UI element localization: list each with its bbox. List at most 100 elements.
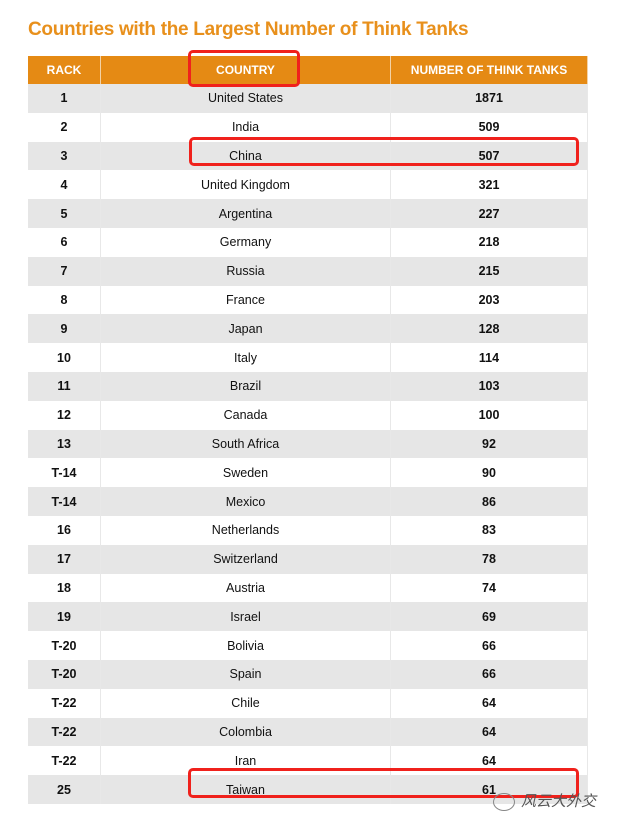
country-cell: Netherlands <box>100 515 391 545</box>
country-cell: United States <box>100 84 391 113</box>
rank-cell: 7 <box>28 256 101 286</box>
rank-cell: 8 <box>28 285 101 315</box>
wechat-icon <box>493 793 515 812</box>
count-cell: 78 <box>390 544 588 574</box>
table-row: T-22 Colombia 64 <box>28 717 588 747</box>
count-cell: 64 <box>390 688 588 718</box>
table-row: 8 France 203 <box>28 285 588 315</box>
rank-cell: 2 <box>28 112 101 142</box>
count-cell: 321 <box>390 170 588 200</box>
country-cell: Germany <box>100 227 391 257</box>
rank-cell: 18 <box>28 573 101 603</box>
country-cell: Austria <box>100 573 391 603</box>
table-row: T-20 Spain 66 <box>28 659 588 689</box>
table-row: 2 India 509 <box>28 112 588 142</box>
count-cell: 203 <box>390 285 588 315</box>
table-row: 4 United Kingdom 321 <box>28 170 588 200</box>
count-cell: 83 <box>390 515 588 545</box>
country-cell: Sweden <box>100 458 391 488</box>
rank-cell: T-20 <box>28 631 101 660</box>
country-cell: Russia <box>100 256 391 286</box>
table-row: 17 Switzerland 78 <box>28 544 588 574</box>
rank-cell: 13 <box>28 429 101 459</box>
table-row: T-14 Sweden 90 <box>28 458 588 488</box>
header-count: NUMBER OF THINK TANKS <box>390 56 588 84</box>
count-cell: 100 <box>390 400 588 430</box>
rank-cell: 19 <box>28 602 101 632</box>
country-cell: Canada <box>100 400 391 430</box>
table-row: 1 United States 1871 <box>28 84 588 113</box>
highlight-taiwan-row <box>188 768 579 798</box>
rank-cell: T-22 <box>28 717 101 747</box>
country-cell: Mexico <box>100 487 391 516</box>
rank-cell: 6 <box>28 227 101 257</box>
count-cell: 86 <box>390 487 588 516</box>
count-cell: 69 <box>390 602 588 632</box>
country-cell: South Africa <box>100 429 391 459</box>
table-header-row: RACK COUNTRY NUMBER OF THINK TANKS <box>28 56 588 84</box>
count-cell: 92 <box>390 429 588 459</box>
table-row: T-22 Chile 64 <box>28 688 588 718</box>
rank-cell: T-14 <box>28 487 101 516</box>
rank-cell: 17 <box>28 544 101 574</box>
table-row: 9 Japan 128 <box>28 314 588 344</box>
table-row: 5 Argentina 227 <box>28 199 588 228</box>
country-cell: France <box>100 285 391 315</box>
count-cell: 66 <box>390 659 588 689</box>
count-cell: 103 <box>390 371 588 401</box>
rank-cell: T-22 <box>28 746 101 776</box>
country-cell: Taiwan <box>100 775 391 804</box>
country-cell: Spain <box>100 659 391 689</box>
count-cell: 114 <box>390 343 588 372</box>
header-rank: RACK <box>28 56 101 84</box>
highlight-country-header <box>188 50 300 87</box>
table-row: 13 South Africa 92 <box>28 429 588 459</box>
country-cell: Argentina <box>100 199 391 228</box>
count-cell: 215 <box>390 256 588 286</box>
country-cell: Israel <box>100 602 391 632</box>
highlight-china-row <box>189 137 579 166</box>
count-cell: 61 <box>390 775 588 804</box>
table-row: 7 Russia 215 <box>28 256 588 286</box>
rank-cell: 4 <box>28 170 101 200</box>
rank-cell: 16 <box>28 515 101 545</box>
country-cell: Bolivia <box>100 631 391 660</box>
header-country: COUNTRY <box>100 56 391 84</box>
country-cell: Japan <box>100 314 391 344</box>
count-cell: 227 <box>390 199 588 228</box>
rank-cell: T-14 <box>28 458 101 488</box>
think-tank-table: RACK COUNTRY NUMBER OF THINK TANKS 1 Unit… <box>28 56 588 804</box>
country-cell: United Kingdom <box>100 170 391 200</box>
rank-cell: 25 <box>28 775 101 804</box>
table-row: 12 Canada 100 <box>28 400 588 430</box>
table-row: 11 Brazil 103 <box>28 371 588 401</box>
count-cell: 74 <box>390 573 588 603</box>
count-cell: 128 <box>390 314 588 344</box>
count-cell: 90 <box>390 458 588 488</box>
rank-cell: 9 <box>28 314 101 344</box>
rank-cell: 12 <box>28 400 101 430</box>
count-cell: 64 <box>390 717 588 747</box>
table-row: T-14 Mexico 86 <box>28 487 588 516</box>
table-row: 18 Austria 74 <box>28 573 588 603</box>
page-title: Countries with the Largest Number of Thi… <box>28 19 469 40</box>
country-cell: India <box>100 112 391 142</box>
watermark-text: 风云大外交 <box>521 793 597 810</box>
table-row: 6 Germany 218 <box>28 227 588 257</box>
country-cell: Chile <box>100 688 391 718</box>
count-cell: 1871 <box>390 84 588 113</box>
count-cell: 509 <box>390 112 588 142</box>
count-cell: 218 <box>390 227 588 257</box>
country-cell: Colombia <box>100 717 391 747</box>
watermark: 风云大外交 <box>493 790 597 812</box>
table-row: T-20 Bolivia 66 <box>28 631 588 660</box>
count-cell: 66 <box>390 631 588 660</box>
table-row: 25 Taiwan 61 <box>28 775 588 804</box>
table-row: 16 Netherlands 83 <box>28 515 588 545</box>
rank-cell: 5 <box>28 199 101 228</box>
rank-cell: 3 <box>28 141 101 171</box>
country-cell: Brazil <box>100 371 391 401</box>
table-row: 19 Israel 69 <box>28 602 588 632</box>
rank-cell: 11 <box>28 371 101 401</box>
rank-cell: 1 <box>28 84 101 113</box>
